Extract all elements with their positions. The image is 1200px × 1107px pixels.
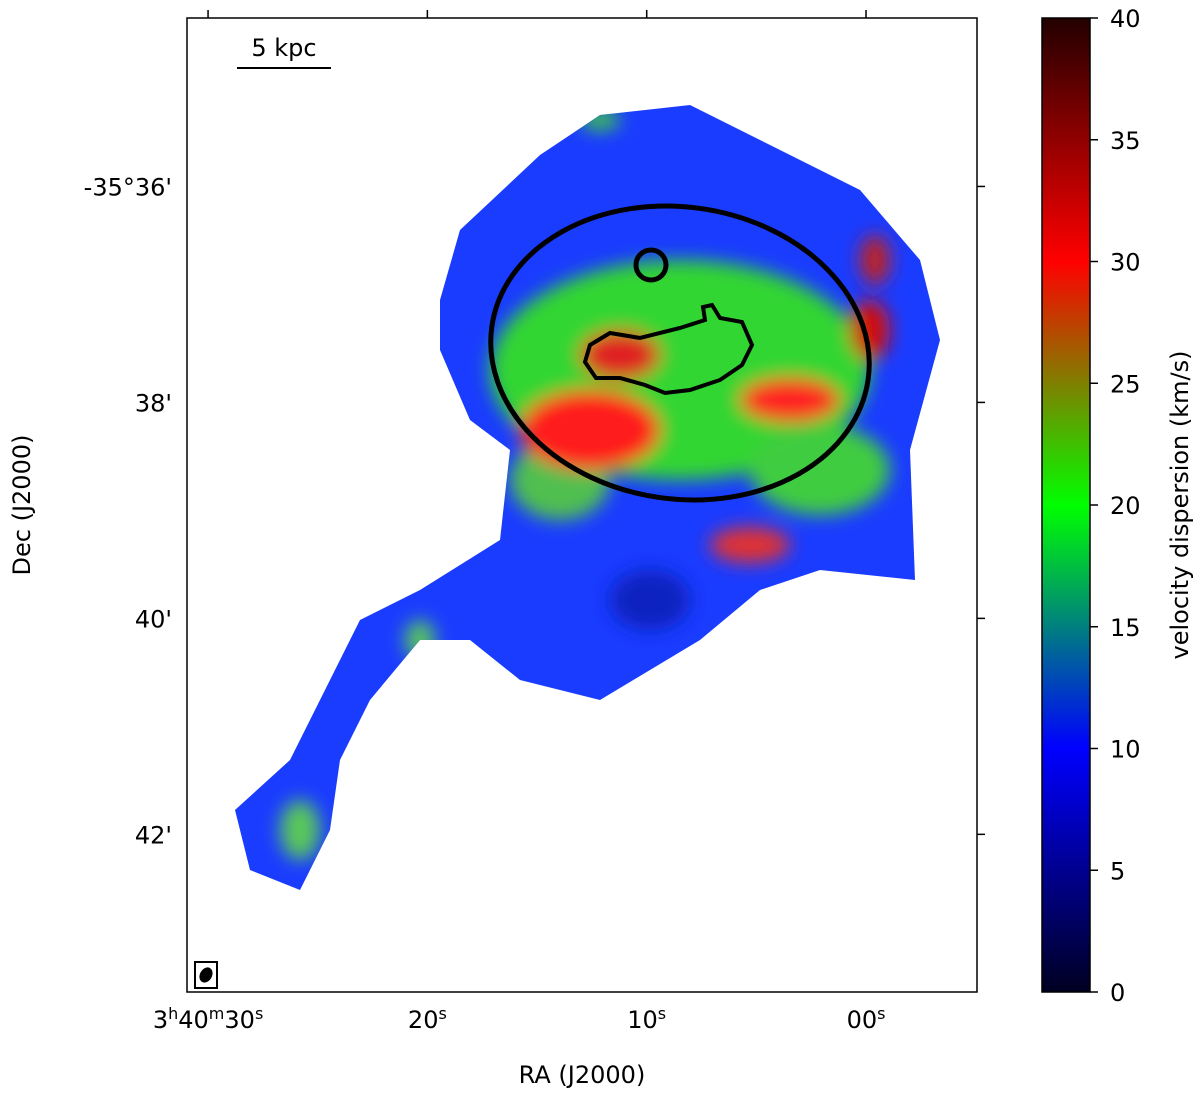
axes-frame [186, 17, 978, 993]
colorbar-tick-label: 15 [1110, 614, 1141, 642]
colorbar-tick-label: 35 [1110, 127, 1141, 155]
y-axis-label: Dec (J2000) [8, 435, 36, 576]
velocity-map [194, 105, 940, 989]
colorbar-tick-label: 0 [1110, 979, 1125, 1007]
colorbar [1041, 17, 1091, 993]
colorbar-tick-label: 40 [1110, 5, 1141, 33]
x-tick-label: 00s [847, 1004, 886, 1035]
x-tick-label: 10s [627, 1004, 666, 1035]
y-tick-label: 38' [135, 389, 172, 417]
colorbar-tick-label: 30 [1110, 249, 1141, 277]
y-tick-label: -35°36' [84, 173, 172, 201]
colorbar-label: velocity dispersion (km/s) [1166, 351, 1194, 660]
colorbar-tick-label: 10 [1110, 736, 1141, 764]
y-tick-label: 42' [135, 821, 172, 849]
y-tick-label: 40' [135, 605, 172, 633]
x-axis-label: RA (J2000) [519, 1061, 646, 1089]
colorbar-tick-label: 5 [1110, 857, 1125, 885]
colorbar-tick-label: 25 [1110, 370, 1141, 398]
x-tick-label: 20s [408, 1004, 447, 1035]
x-tick-label: 3h40m30s [153, 1004, 263, 1035]
scale-bar-label: 5 kpc [251, 34, 316, 62]
colorbar-tick-label: 20 [1110, 492, 1141, 520]
